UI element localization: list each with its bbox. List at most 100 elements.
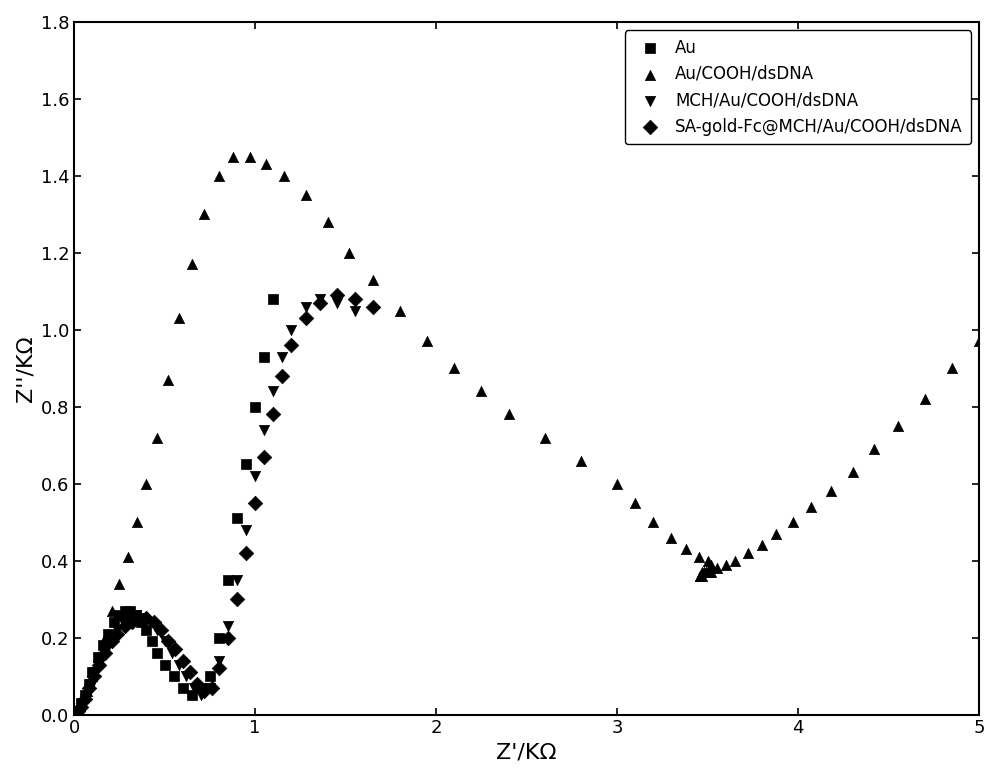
Au/COOH/dsDNA <box>211 170 227 182</box>
MCH/Au/COOH/dsDNA <box>142 616 158 629</box>
Au/COOH/dsDNA <box>84 670 100 682</box>
Au/COOH/dsDNA <box>104 605 120 617</box>
Au/COOH/dsDNA <box>120 551 136 563</box>
Au/COOH/dsDNA <box>573 454 589 467</box>
SA-gold-Fc@MCH/Au/COOH/dsDNA <box>86 670 102 682</box>
Au <box>133 616 149 629</box>
Y-axis label: Z''/KΩ: Z''/KΩ <box>15 335 35 401</box>
Au/COOH/dsDNA <box>694 566 710 578</box>
MCH/Au/COOH/dsDNA <box>347 304 363 317</box>
Au/COOH/dsDNA <box>692 569 708 582</box>
Au/COOH/dsDNA <box>276 170 292 182</box>
MCH/Au/COOH/dsDNA <box>135 612 151 625</box>
SA-gold-Fc@MCH/Au/COOH/dsDNA <box>73 701 89 713</box>
MCH/Au/COOH/dsDNA <box>164 647 180 659</box>
Au/COOH/dsDNA <box>242 150 258 163</box>
Au/COOH/dsDNA <box>691 551 707 563</box>
Au/COOH/dsDNA <box>160 373 176 386</box>
MCH/Au/COOH/dsDNA <box>128 608 144 621</box>
Au <box>84 666 100 678</box>
MCH/Au/COOH/dsDNA <box>329 296 345 309</box>
MCH/Au/COOH/dsDNA <box>73 701 89 713</box>
Au <box>73 697 89 710</box>
MCH/Au/COOH/dsDNA <box>99 643 115 655</box>
Au <box>166 670 182 682</box>
MCH/Au/COOH/dsDNA <box>149 624 165 636</box>
SA-gold-Fc@MCH/Au/COOH/dsDNA <box>283 339 299 352</box>
SA-gold-Fc@MCH/Au/COOH/dsDNA <box>131 612 147 625</box>
Au/COOH/dsDNA <box>365 274 381 286</box>
Au/COOH/dsDNA <box>320 216 336 228</box>
Au <box>138 624 154 636</box>
Au <box>144 636 160 648</box>
Au/COOH/dsDNA <box>709 562 725 575</box>
Au <box>111 608 127 621</box>
MCH/Au/COOH/dsDNA <box>178 670 194 682</box>
MCH/Au/COOH/dsDNA <box>157 636 173 648</box>
MCH/Au/COOH/dsDNA <box>84 678 100 690</box>
Au/COOH/dsDNA <box>703 562 719 575</box>
Au/COOH/dsDNA <box>698 566 714 578</box>
SA-gold-Fc@MCH/Au/COOH/dsDNA <box>238 547 254 559</box>
MCH/Au/COOH/dsDNA <box>247 470 263 482</box>
MCH/Au/COOH/dsDNA <box>265 385 281 398</box>
SA-gold-Fc@MCH/Au/COOH/dsDNA <box>189 678 205 690</box>
Au/COOH/dsDNA <box>138 478 154 490</box>
Au/COOH/dsDNA <box>845 466 861 478</box>
Au/COOH/dsDNA <box>501 408 517 421</box>
SA-gold-Fc@MCH/Au/COOH/dsDNA <box>175 654 191 667</box>
Au <box>128 608 144 621</box>
MCH/Au/COOH/dsDNA <box>115 616 131 629</box>
SA-gold-Fc@MCH/Au/COOH/dsDNA <box>347 293 363 305</box>
SA-gold-Fc@MCH/Au/COOH/dsDNA <box>312 296 328 309</box>
Au <box>238 458 254 471</box>
Au <box>106 616 122 629</box>
Au/COOH/dsDNA <box>392 304 408 317</box>
MCH/Au/COOH/dsDNA <box>193 689 209 702</box>
Au/COOH/dsDNA <box>97 632 113 644</box>
Au <box>77 689 93 702</box>
SA-gold-Fc@MCH/Au/COOH/dsDNA <box>117 620 133 633</box>
Au/COOH/dsDNA <box>823 485 839 498</box>
Au <box>247 401 263 413</box>
Au/COOH/dsDNA <box>803 500 819 513</box>
Au/COOH/dsDNA <box>258 158 274 170</box>
Au/COOH/dsDNA <box>890 420 906 433</box>
X-axis label: Z'/KΩ: Z'/KΩ <box>496 743 557 763</box>
SA-gold-Fc@MCH/Au/COOH/dsDNA <box>211 662 227 675</box>
MCH/Au/COOH/dsDNA <box>77 693 93 706</box>
SA-gold-Fc@MCH/Au/COOH/dsDNA <box>220 632 236 644</box>
SA-gold-Fc@MCH/Au/COOH/dsDNA <box>138 612 154 625</box>
MCH/Au/COOH/dsDNA <box>93 654 109 667</box>
Au <box>193 682 209 694</box>
Au <box>256 351 272 363</box>
SA-gold-Fc@MCH/Au/COOH/dsDNA <box>97 647 113 659</box>
Au/COOH/dsDNA <box>740 547 756 559</box>
Au/COOH/dsDNA <box>785 516 801 528</box>
Au/COOH/dsDNA <box>645 516 661 528</box>
Au/COOH/dsDNA <box>971 335 987 348</box>
Au/COOH/dsDNA <box>768 527 784 540</box>
Au/COOH/dsDNA <box>692 569 708 582</box>
Au/COOH/dsDNA <box>171 312 187 324</box>
MCH/Au/COOH/dsDNA <box>312 293 328 305</box>
Au <box>175 682 191 694</box>
SA-gold-Fc@MCH/Au/COOH/dsDNA <box>196 685 212 698</box>
Au <box>122 605 138 617</box>
SA-gold-Fc@MCH/Au/COOH/dsDNA <box>256 450 272 463</box>
SA-gold-Fc@MCH/Au/COOH/dsDNA <box>77 693 93 706</box>
Legend: Au, Au/COOH/dsDNA, MCH/Au/COOH/dsDNA, SA-gold-Fc@MCH/Au/COOH/dsDNA: Au, Au/COOH/dsDNA, MCH/Au/COOH/dsDNA, SA… <box>625 30 971 144</box>
MCH/Au/COOH/dsDNA <box>120 612 136 625</box>
Au/COOH/dsDNA <box>341 247 357 259</box>
Au <box>229 512 245 524</box>
SA-gold-Fc@MCH/Au/COOH/dsDNA <box>167 643 183 655</box>
Au/COOH/dsDNA <box>473 385 489 398</box>
Au/COOH/dsDNA <box>627 496 643 509</box>
Au/COOH/dsDNA <box>663 531 679 544</box>
Au/COOH/dsDNA <box>700 566 716 578</box>
Au/COOH/dsDNA <box>90 650 106 663</box>
MCH/Au/COOH/dsDNA <box>274 351 290 363</box>
SA-gold-Fc@MCH/Au/COOH/dsDNA <box>247 496 263 509</box>
Au/COOH/dsDNA <box>184 258 200 271</box>
Au/COOH/dsDNA <box>537 431 553 443</box>
